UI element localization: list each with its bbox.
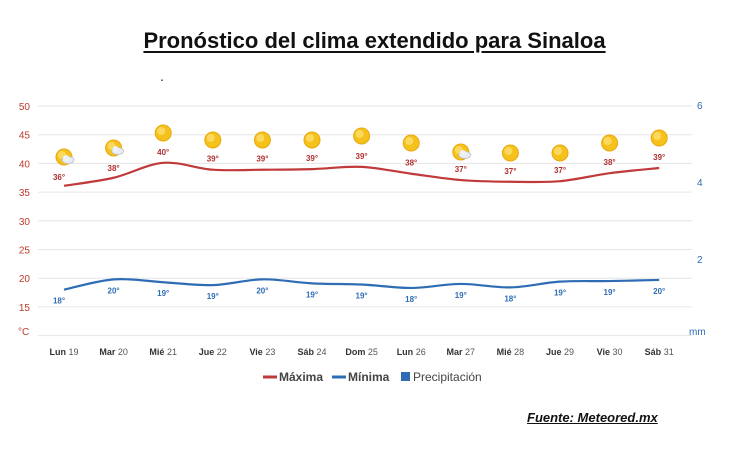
y-tick-left: 35 — [19, 188, 31, 199]
x-tick-label: Vie 23 — [249, 347, 275, 357]
x-tick-label: Lun 19 — [49, 347, 78, 357]
x-tick-label: Sáb 24 — [297, 347, 326, 357]
data-label-max: 38° — [108, 164, 120, 173]
sun-icon — [601, 134, 619, 152]
data-label-max: 37° — [455, 165, 467, 174]
sun-cloud-icon — [105, 139, 124, 157]
data-label-min: 19° — [157, 289, 169, 298]
x-tick-label: Dom 25 — [345, 347, 378, 357]
legend: Máxima Mínima Precipitación — [263, 370, 482, 384]
x-tick-label: Vie 30 — [597, 347, 623, 357]
x-axis: Lun 19 Mar 20 Mié 21 Jue 22 Vie 23 Sáb 24 Dom … — [49, 347, 673, 357]
data-label-min: 19° — [554, 289, 566, 298]
page-title: Pronóstico del clima extendido para Sina… — [143, 28, 606, 53]
y-tick-right: 4 — [697, 178, 703, 189]
data-label-min: 19° — [207, 292, 219, 301]
x-tick-label: Mié 28 — [497, 347, 525, 357]
x-tick-label: Mar 27 — [447, 347, 476, 357]
data-label-max: 39° — [653, 153, 665, 162]
data-label-min: 18° — [53, 297, 65, 306]
sun-cloud-icon — [55, 148, 75, 166]
data-label-max: 39° — [306, 154, 318, 163]
y-unit-left: °C — [18, 327, 29, 338]
data-label-max: 38° — [604, 158, 616, 167]
data-label-max: 39° — [256, 155, 268, 164]
series-line-maxima — [63, 161, 660, 187]
data-label-max: 38° — [405, 159, 417, 168]
svg-text:Mínima: Mínima — [348, 370, 390, 384]
y-axis-left: 50 45 40 35 30 25 20 15 °C — [18, 102, 30, 338]
data-label-min: 20° — [256, 286, 268, 295]
weather-icons — [55, 124, 668, 166]
y-tick-left: 40 — [19, 159, 31, 170]
data-label-max: 37° — [554, 166, 566, 175]
data-label-min: 19° — [356, 292, 368, 301]
legend-item-maxima: Máxima — [263, 370, 323, 384]
data-label-min: 20° — [108, 286, 120, 295]
series-line-minima — [63, 277, 660, 291]
y-tick-right: 6 — [697, 101, 703, 112]
x-tick-label: Jue 22 — [199, 347, 227, 357]
data-label-min: 19° — [604, 288, 616, 297]
sun-icon — [204, 131, 222, 149]
x-tick-label: Sáb 31 — [645, 347, 674, 357]
data-label-max: 36° — [53, 173, 65, 182]
y-tick-left: 20 — [19, 274, 31, 285]
legend-item-minima: Mínima — [332, 370, 390, 384]
y-tick-right: 2 — [697, 255, 703, 266]
data-label-min: 18° — [405, 295, 417, 304]
legend-item-precipitacion: Precipitación — [401, 370, 482, 384]
data-label-min: 20° — [653, 287, 665, 296]
svg-text:Precipitación: Precipitación — [413, 370, 482, 384]
y-tick-left: 30 — [19, 217, 31, 228]
y-tick-left: 45 — [19, 131, 31, 142]
y-unit-right: mm — [689, 327, 706, 338]
y-tick-left: 50 — [19, 102, 31, 113]
x-tick-label: Lun 26 — [397, 347, 426, 357]
y-tick-left: 25 — [19, 246, 31, 257]
sun-icon — [650, 129, 668, 147]
data-label-min: 18° — [504, 294, 516, 303]
data-label-max: 40° — [157, 148, 169, 157]
data-label-max: 39° — [207, 155, 219, 164]
data-labels: 36° 38° 40° 39° 39° 39° 39° 38° 37° 37° 37° 38° 39° 1… — [53, 148, 665, 306]
x-tick-label: Mié 21 — [149, 347, 177, 357]
y-tick-left: 15 — [19, 303, 31, 314]
data-label-min: 19° — [306, 290, 318, 299]
x-tick-label: Jue 29 — [546, 347, 574, 357]
sun-icon — [303, 131, 321, 149]
data-label-max: 37° — [504, 167, 516, 176]
y-axis-right: 6 4 2 mm — [689, 101, 706, 338]
sun-icon — [353, 127, 371, 145]
sun-icon — [154, 124, 172, 142]
sun-icon — [402, 134, 420, 152]
data-label-min: 19° — [455, 291, 467, 300]
sun-icon — [551, 144, 569, 162]
sun-icon — [253, 131, 271, 149]
decor-dot: . — [160, 68, 164, 84]
svg-text:Máxima: Máxima — [279, 370, 323, 384]
x-tick-label: Mar 20 — [99, 347, 128, 357]
data-label-max: 39° — [356, 152, 368, 161]
sun-icon — [501, 144, 519, 162]
grid-lines — [38, 105, 692, 337]
series-lines — [63, 161, 660, 291]
sun-cloud-icon — [452, 143, 472, 161]
source-credit: Fuente: Meteored.mx — [527, 410, 658, 425]
